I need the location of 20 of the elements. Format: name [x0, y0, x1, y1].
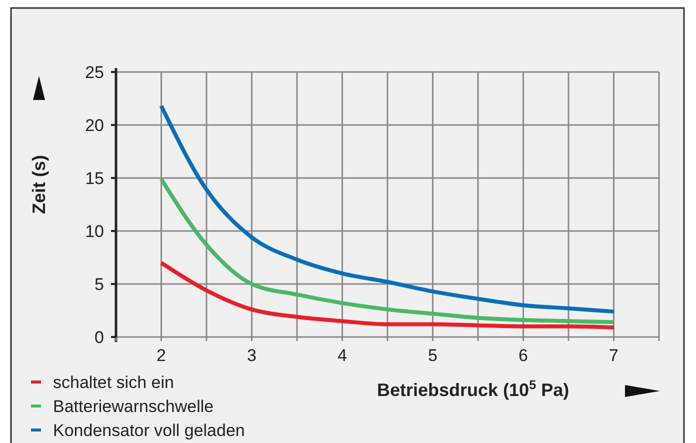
y-tick-label: 15: [85, 169, 104, 188]
line-series: [159, 104, 616, 314]
line-series: [159, 177, 616, 324]
legend-label: Kondensator voll geladen: [53, 421, 245, 440]
y-tick-label: 0: [94, 328, 104, 347]
legend-label: schaltet sich ein: [53, 373, 174, 392]
x-tick-label: 7: [609, 346, 618, 365]
y-tick-label: 25: [85, 63, 104, 82]
x-tick-label: 3: [247, 346, 256, 365]
line-series: [159, 260, 616, 330]
y-tick-label: 10: [85, 222, 104, 241]
y-tick-label: 5: [94, 275, 104, 294]
x-tick-label: 2: [156, 346, 166, 365]
x-tick-label: 4: [338, 346, 347, 365]
y-tick-label: 20: [85, 116, 104, 135]
legend-label: Batteriewarnschwelle: [53, 397, 214, 416]
y-axis-title: Zeit (s): [29, 154, 49, 214]
x-tick-label: 5: [428, 346, 438, 365]
x-tick-label: 6: [518, 346, 528, 365]
x-axis-title: Betriebsdruck (10$^{5}$ Pa): [377, 378, 570, 400]
